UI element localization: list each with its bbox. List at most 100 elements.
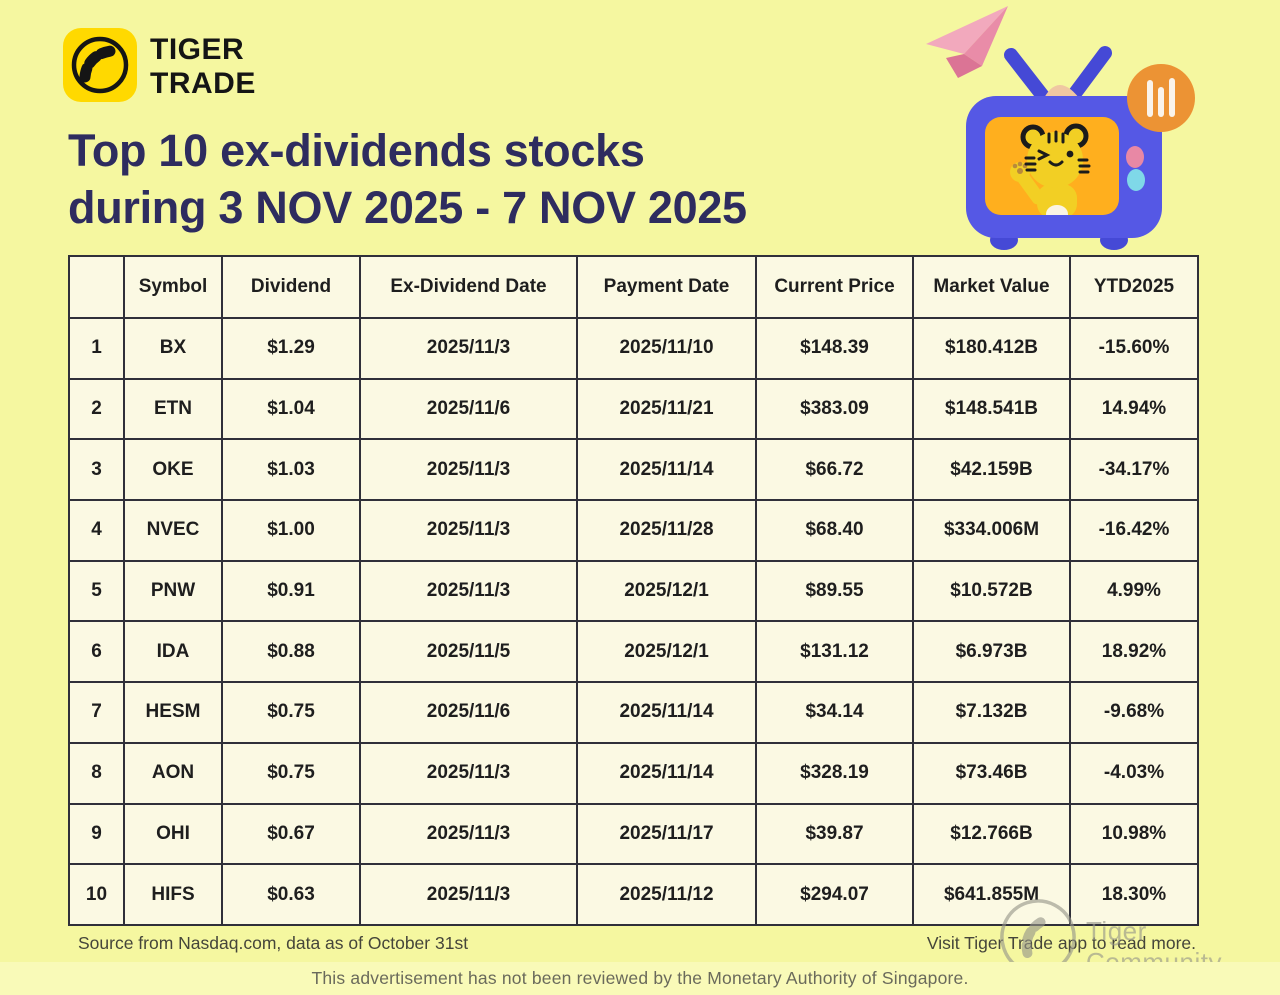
disclaimer-text: This advertisement has not been reviewed…	[311, 968, 969, 988]
cell-ytd2025: 10.98%	[1069, 802, 1199, 866]
cell-current-price: $383.09	[755, 377, 914, 441]
cell-dividend: $0.67	[221, 802, 361, 866]
cell-market-value: $12.766B	[912, 802, 1071, 866]
cell-ytd2025: -34.17%	[1069, 438, 1199, 502]
cell-current-price: $131.12	[755, 620, 914, 684]
source-note: Source from Nasdaq.com, data as of Octob…	[78, 933, 469, 953]
cell-payment-date: 2025/12/1	[576, 559, 757, 623]
tiger-tail-logo-icon	[71, 36, 129, 94]
cell-symbol: HIFS	[123, 863, 223, 926]
column-header: Market Value	[912, 255, 1071, 319]
cell-ytd2025: -15.60%	[1069, 317, 1199, 380]
cell-market-value: $6.973B	[912, 620, 1071, 684]
cell-rank: 9	[68, 802, 125, 866]
cell-ex-dividend-date: 2025/11/3	[359, 499, 578, 562]
cell-ex-dividend-date: 2025/11/3	[359, 802, 578, 866]
table-header-row: Symbol Dividend Ex-Dividend Date Payment Da…	[68, 255, 1199, 319]
cell-market-value: $73.46B	[912, 741, 1071, 805]
cell-ex-dividend-date: 2025/11/3	[359, 863, 578, 926]
cell-payment-date: 2025/11/12	[576, 863, 757, 926]
cell-current-price: $294.07	[755, 863, 914, 926]
cell-ytd2025: -9.68%	[1069, 681, 1199, 744]
header-illustration	[926, 6, 1195, 250]
brand-line2: TRADE	[150, 67, 256, 100]
cell-ex-dividend-date: 2025/11/3	[359, 559, 578, 623]
column-header	[68, 255, 125, 319]
cell-rank: 4	[68, 499, 125, 562]
cell-market-value: $7.132B	[912, 681, 1071, 744]
cell-rank: 7	[68, 681, 125, 744]
cell-rank: 2	[68, 377, 125, 441]
cell-ytd2025: -16.42%	[1069, 499, 1199, 562]
cell-ex-dividend-date: 2025/11/6	[359, 681, 578, 744]
cell-dividend: $0.91	[221, 559, 361, 623]
disclaimer-band: This advertisement has not been reviewed…	[0, 962, 1280, 995]
cell-payment-date: 2025/11/17	[576, 802, 757, 866]
column-header: Ex-Dividend Date	[359, 255, 578, 319]
tiger-trade-logo	[63, 28, 137, 102]
cell-current-price: $68.40	[755, 499, 914, 562]
cell-symbol: NVEC	[123, 499, 223, 562]
cell-market-value: $42.159B	[912, 438, 1071, 502]
column-header: Dividend	[221, 255, 361, 319]
cell-rank: 10	[68, 863, 125, 926]
tv-with-tiger-mascot-icon	[966, 46, 1162, 250]
cell-payment-date: 2025/11/14	[576, 438, 757, 502]
cell-payment-date: 2025/11/21	[576, 377, 757, 441]
cell-symbol: HESM	[123, 681, 223, 744]
cell-dividend: $0.75	[221, 681, 361, 744]
cell-symbol: OHI	[123, 802, 223, 866]
cell-market-value: $148.541B	[912, 377, 1071, 441]
title-line1: Top 10 ex-dividends stocks	[68, 125, 645, 176]
table-row: 3 OKE $1.03 2025/11/3 2025/11/14 $66.72 $42.15…	[68, 438, 1199, 502]
table-row: 9 OHI $0.67 2025/11/3 2025/11/17 $39.87 $12.76…	[68, 802, 1199, 866]
cell-rank: 5	[68, 559, 125, 623]
cell-dividend: $1.00	[221, 499, 361, 562]
cell-market-value: $180.412B	[912, 317, 1071, 380]
cell-ytd2025: 18.30%	[1069, 863, 1199, 926]
cell-rank: 3	[68, 438, 125, 502]
cell-current-price: $66.72	[755, 438, 914, 502]
table-row: 7 HESM $0.75 2025/11/6 2025/11/14 $34.14 $7.13…	[68, 681, 1199, 744]
cell-market-value: $334.006M	[912, 499, 1071, 562]
cell-dividend: $1.04	[221, 377, 361, 441]
cell-symbol: ETN	[123, 377, 223, 441]
cell-symbol: IDA	[123, 620, 223, 684]
table-row: 4 NVEC $1.00 2025/11/3 2025/11/28 $68.40 $334.…	[68, 499, 1199, 562]
cell-ex-dividend-date: 2025/11/3	[359, 741, 578, 805]
column-header: Current Price	[755, 255, 914, 319]
cell-ex-dividend-date: 2025/11/3	[359, 317, 578, 380]
cell-payment-date: 2025/11/28	[576, 499, 757, 562]
cell-payment-date: 2025/12/1	[576, 620, 757, 684]
page-title: Top 10 ex-dividends stocks during 3 NOV …	[68, 122, 928, 236]
table-row: 5 PNW $0.91 2025/11/3 2025/12/1 $89.55 $10.572…	[68, 559, 1199, 623]
cell-ytd2025: 18.92%	[1069, 620, 1199, 684]
tiger-mascot-icon	[1010, 123, 1091, 215]
cell-market-value: $10.572B	[912, 559, 1071, 623]
paper-plane-icon	[926, 6, 1008, 78]
cell-current-price: $34.14	[755, 681, 914, 744]
table-row: 10 HIFS $0.63 2025/11/3 2025/11/12 $294.07 $64…	[68, 863, 1199, 926]
cell-payment-date: 2025/11/10	[576, 317, 757, 380]
cell-symbol: AON	[123, 741, 223, 805]
column-header: YTD2025	[1069, 255, 1199, 319]
title-line2: during 3 NOV 2025 - 7 NOV 2025	[68, 182, 747, 233]
cell-dividend: $1.29	[221, 317, 361, 380]
cell-ex-dividend-date: 2025/11/3	[359, 438, 578, 502]
cell-ex-dividend-date: 2025/11/5	[359, 620, 578, 684]
cell-payment-date: 2025/11/14	[576, 741, 757, 805]
cell-ytd2025: 4.99%	[1069, 559, 1199, 623]
table-row: 8 AON $0.75 2025/11/3 2025/11/14 $328.19 $73.4…	[68, 741, 1199, 805]
cell-dividend: $0.75	[221, 741, 361, 805]
cell-market-value: $641.855M	[912, 863, 1071, 926]
brand-line1: TIGER	[150, 33, 245, 66]
cell-dividend: $1.03	[221, 438, 361, 502]
cell-current-price: $328.19	[755, 741, 914, 805]
ex-dividend-table: Symbol Dividend Ex-Dividend Date Payment Da…	[68, 255, 1199, 926]
cell-rank: 6	[68, 620, 125, 684]
cell-ytd2025: -4.03%	[1069, 741, 1199, 805]
cell-dividend: $0.88	[221, 620, 361, 684]
visit-app-note: Visit Tiger Trade app to read more.	[926, 933, 1196, 953]
cell-current-price: $89.55	[755, 559, 914, 623]
cell-rank: 8	[68, 741, 125, 805]
